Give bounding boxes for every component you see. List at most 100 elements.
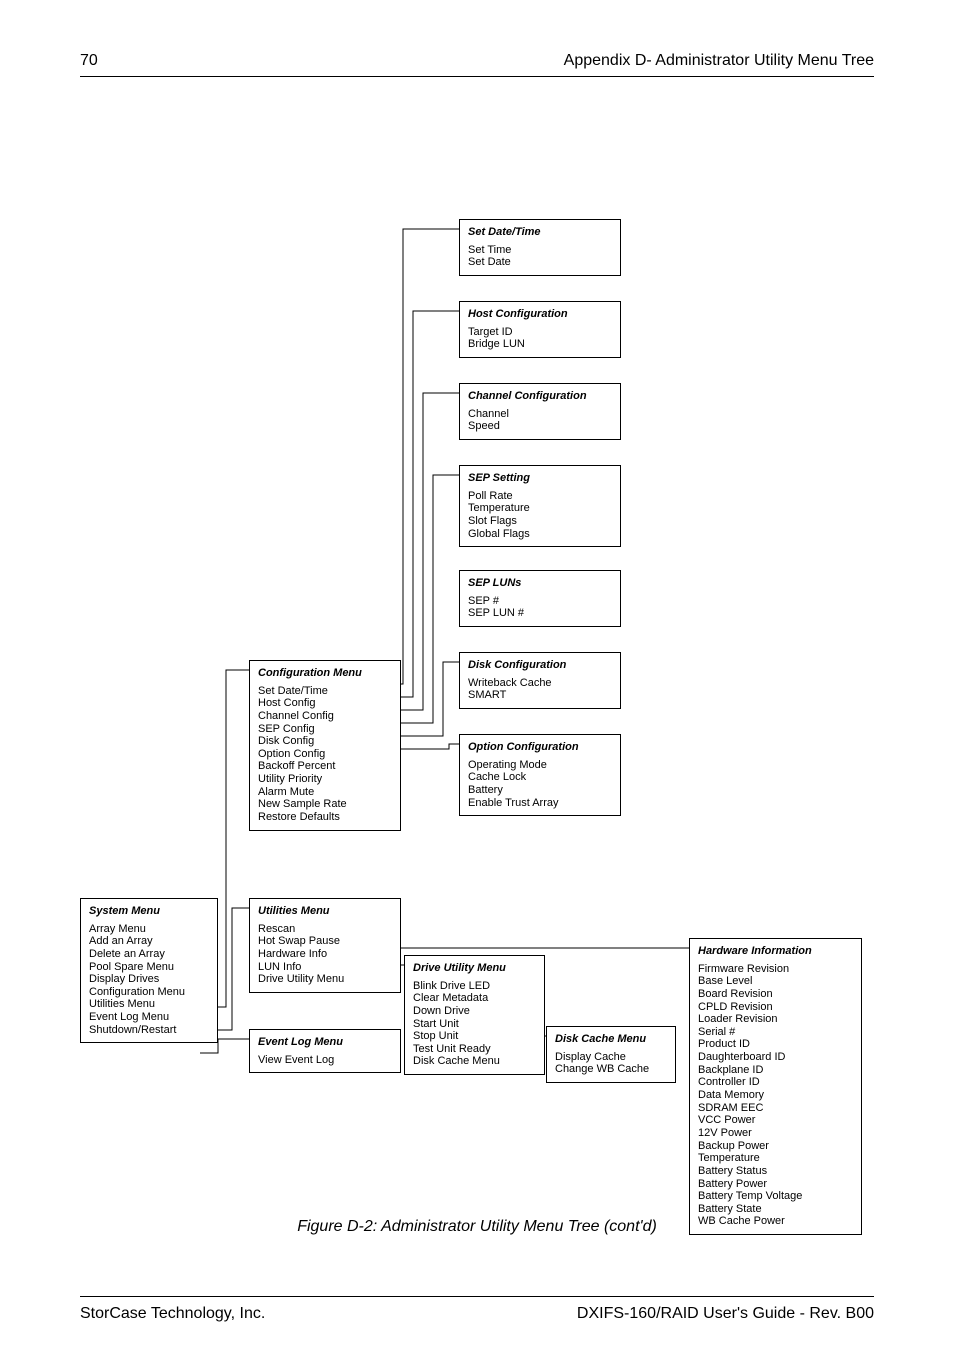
- box-item: Start Unit: [413, 1018, 536, 1031]
- box-item: Cache Lock: [468, 771, 612, 784]
- box-item: LUN Info: [258, 961, 392, 974]
- box-item: Rescan: [258, 923, 392, 936]
- box-item: Test Unit Ready: [413, 1043, 536, 1056]
- box-item: Controller ID: [698, 1076, 853, 1089]
- box-item: CPLD Revision: [698, 1001, 853, 1014]
- box-heading: Event Log Menu: [258, 1036, 392, 1049]
- box-item: New Sample Rate: [258, 798, 392, 811]
- menu-box-system-menu: System Menu Array MenuAdd an ArrayDelete …: [80, 898, 218, 1043]
- box-item: Event Log Menu: [89, 1011, 209, 1024]
- box-item: Set Date: [468, 256, 612, 269]
- menu-box-utilities-menu: Utilities Menu RescanHot Swap PauseHardwa…: [249, 898, 401, 993]
- box-item: Clear Metadata: [413, 992, 536, 1005]
- box-item: Poll Rate: [468, 490, 612, 503]
- box-item: Daughterboard ID: [698, 1051, 853, 1064]
- box-item: Battery Status: [698, 1165, 853, 1178]
- box-item: Temperature: [468, 502, 612, 515]
- box-heading: Hardware Information: [698, 945, 853, 958]
- footer-right: DXIFS-160/RAID User's Guide - Rev. B00: [577, 1305, 874, 1323]
- box-item: SEP #: [468, 595, 612, 608]
- menu-box-host-config: Host Configuration Target IDBridge LUN: [459, 301, 621, 358]
- box-item: Battery: [468, 784, 612, 797]
- box-item: Firmware Revision: [698, 963, 853, 976]
- menu-box-set-date-time: Set Date/Time Set TimeSet Date: [459, 219, 621, 276]
- box-item: Blink Drive LED: [413, 980, 536, 993]
- box-item: Speed: [468, 420, 612, 433]
- box-item: Base Level: [698, 975, 853, 988]
- box-item: Option Config: [258, 748, 392, 761]
- box-heading: Utilities Menu: [258, 905, 392, 918]
- box-heading: Option Configuration: [468, 741, 612, 754]
- box-item: SDRAM EEC: [698, 1102, 853, 1115]
- box-item: Shutdown/Restart: [89, 1024, 209, 1037]
- box-item: Pool Spare Menu: [89, 961, 209, 974]
- box-heading: System Menu: [89, 905, 209, 918]
- menu-box-channel-config: Channel ConfigurationChannelSpeed: [459, 383, 621, 440]
- box-item: Operating Mode: [468, 759, 612, 772]
- box-item: Target ID: [468, 326, 612, 339]
- box-item: Backoff Percent: [258, 760, 392, 773]
- menu-box-drive-utility-menu: Drive Utility Menu Blink Drive LEDClear M…: [404, 955, 545, 1075]
- box-heading: Set Date/Time: [468, 226, 612, 239]
- box-item: Product ID: [698, 1038, 853, 1051]
- page: 70 Appendix D- Administrator Utility Men…: [0, 0, 954, 1369]
- box-item: Backplane ID: [698, 1064, 853, 1077]
- box-item: Enable Trust Array: [468, 797, 612, 810]
- box-heading: Disk Configuration: [468, 659, 612, 672]
- box-item: Serial #: [698, 1026, 853, 1039]
- menu-box-sep-setting: SEP Setting Poll RateTemperatureSlot Flag…: [459, 465, 621, 547]
- box-item: Display Drives: [89, 973, 209, 986]
- box-item: Change WB Cache: [555, 1063, 667, 1076]
- box-item: Host Config: [258, 697, 392, 710]
- box-heading: Host Configuration: [468, 308, 612, 321]
- box-item: Temperature: [698, 1152, 853, 1165]
- box-heading: Drive Utility Menu: [413, 962, 536, 975]
- box-item: Board Revision: [698, 988, 853, 1001]
- box-heading: Disk Cache Menu: [555, 1033, 667, 1046]
- box-heading: Configuration Menu: [258, 667, 392, 680]
- box-item: Delete an Array: [89, 948, 209, 961]
- box-item: Down Drive: [413, 1005, 536, 1018]
- box-item: Add an Array: [89, 935, 209, 948]
- box-heading: SEP LUNs: [468, 577, 612, 590]
- box-item: Configuration Menu: [89, 986, 209, 999]
- menu-box-event-log-menu: Event Log Menu View Event Log: [249, 1029, 401, 1073]
- box-item: Utility Priority: [258, 773, 392, 786]
- box-item: Array Menu: [89, 923, 209, 936]
- box-item: VCC Power: [698, 1114, 853, 1127]
- box-heading: Channel Configuration: [468, 390, 612, 403]
- box-item: Slot Flags: [468, 515, 612, 528]
- box-item: Battery Power: [698, 1178, 853, 1191]
- box-item: Display Cache: [555, 1051, 667, 1064]
- box-item: Backup Power: [698, 1140, 853, 1153]
- figure-caption: Figure D-2: Administrator Utility Menu T…: [0, 1218, 954, 1236]
- box-item: Disk Config: [258, 735, 392, 748]
- footer-left: StorCase Technology, Inc.: [80, 1305, 265, 1322]
- box-item: Hardware Info: [258, 948, 392, 961]
- box-item: 12V Power: [698, 1127, 853, 1140]
- box-item: Alarm Mute: [258, 786, 392, 799]
- box-item: Battery State: [698, 1203, 853, 1216]
- page-footer: StorCase Technology, Inc. DXIFS-160/RAID…: [80, 1296, 874, 1323]
- menu-box-configuration-menu: Configuration Menu Set Date/TimeHost Conf…: [249, 660, 401, 831]
- box-item: Set Time: [468, 244, 612, 257]
- box-item: Set Date/Time: [258, 685, 392, 698]
- box-item: Bridge LUN: [468, 338, 612, 351]
- box-item: Disk Cache Menu: [413, 1055, 536, 1068]
- box-item: Drive Utility Menu: [258, 973, 392, 986]
- menu-box-hardware-info: Hardware Information Firmware RevisionBas…: [689, 938, 862, 1235]
- box-item: Utilities Menu: [89, 998, 209, 1011]
- box-item: SMART: [468, 689, 612, 702]
- menu-box-sep-luns: SEP LUNs SEP #SEP LUN #: [459, 570, 621, 627]
- box-item: View Event Log: [258, 1054, 392, 1067]
- box-heading: SEP Setting: [468, 472, 612, 485]
- box-item: Channel Config: [258, 710, 392, 723]
- box-item: Writeback Cache: [468, 677, 612, 690]
- menu-box-option-config: Option Configuration Operating ModeCache …: [459, 734, 621, 816]
- box-item: Stop Unit: [413, 1030, 536, 1043]
- box-item: Hot Swap Pause: [258, 935, 392, 948]
- box-item: Restore Defaults: [258, 811, 392, 824]
- box-item: Data Memory: [698, 1089, 853, 1102]
- box-item: SEP LUN #: [468, 607, 612, 620]
- box-item: Loader Revision: [698, 1013, 853, 1026]
